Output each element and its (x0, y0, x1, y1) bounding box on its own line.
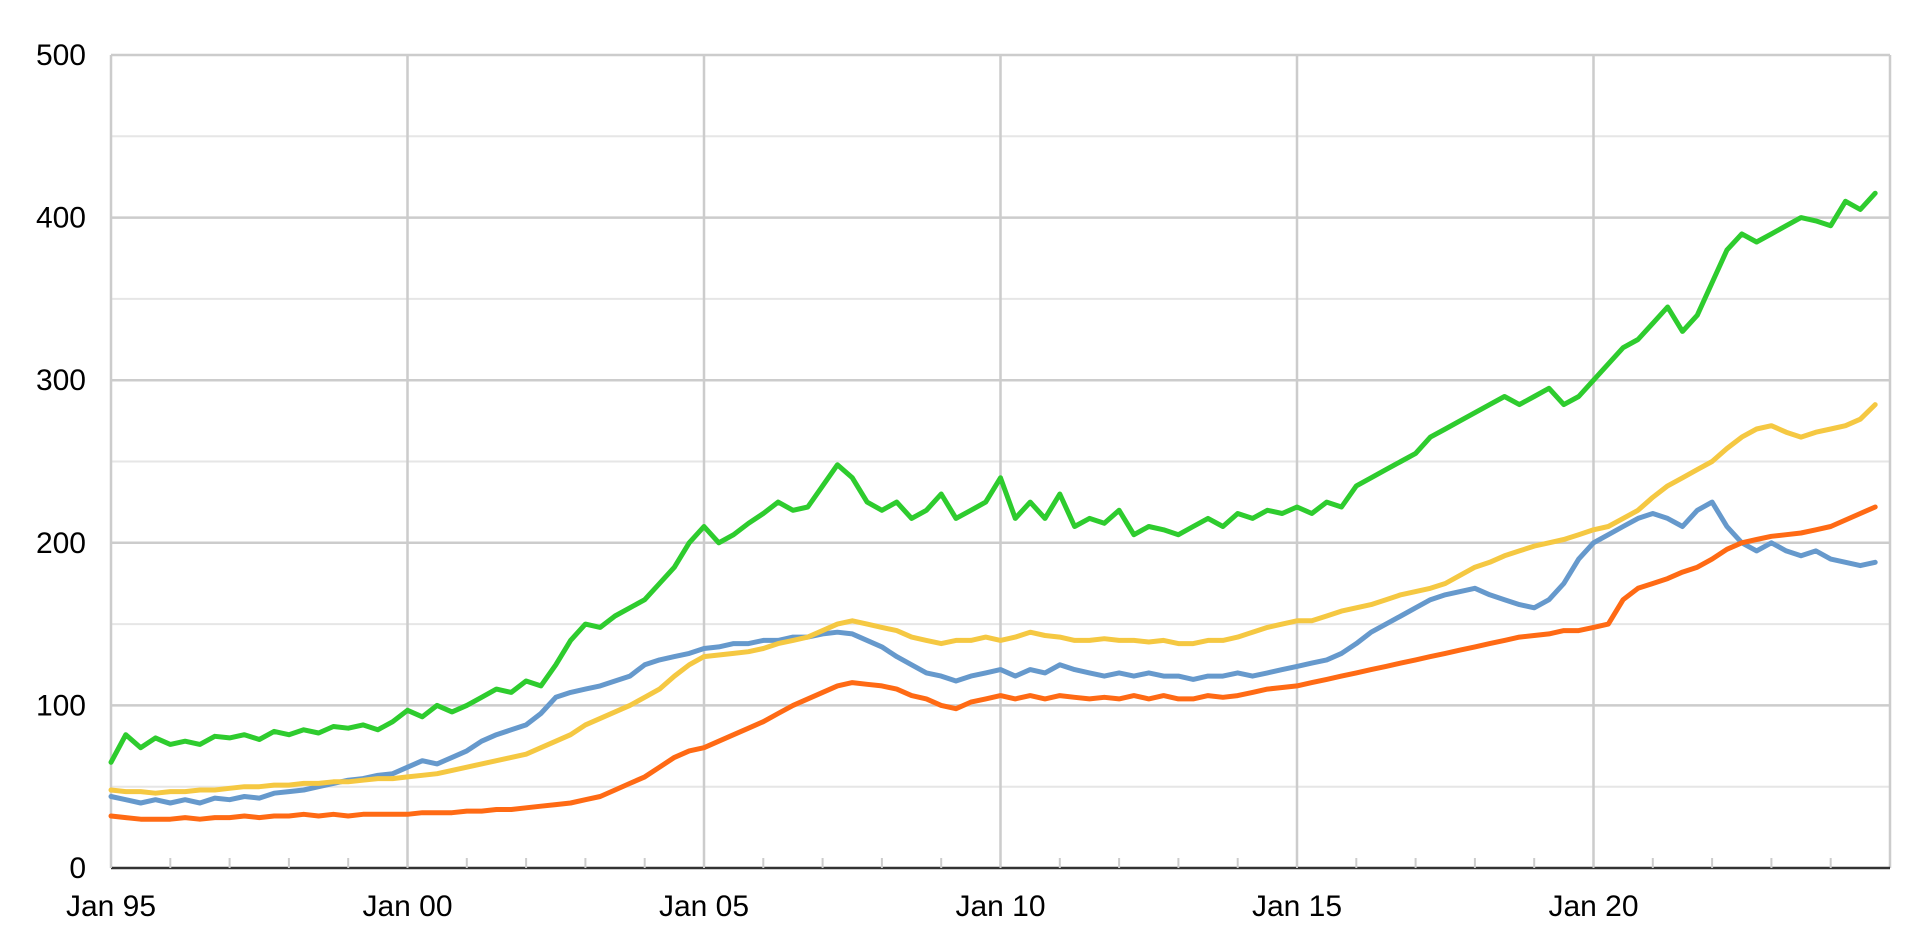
y-tick-label: 0 (69, 852, 86, 885)
x-tick-label: Jan 15 (1252, 890, 1342, 923)
y-tick-label: 300 (36, 364, 86, 397)
x-tick-label: Jan 00 (362, 890, 452, 923)
y-tick-label: 200 (36, 527, 86, 560)
grid (109, 53, 1892, 868)
x-tick-label: Jan 20 (1548, 890, 1638, 923)
series-line-2 (108, 499, 1878, 806)
axes: 0 100 200 300 400 500 Jan 95 Jan 00 Jan 05 Jan 10… (36, 39, 1890, 923)
series-lines (108, 190, 1878, 822)
series-line-1 (108, 190, 1878, 765)
y-tick-label: 500 (36, 39, 86, 72)
series-line-4 (108, 504, 1878, 822)
x-tick-label: Jan 05 (659, 890, 749, 923)
y-tick-label: 400 (36, 202, 86, 235)
x-tick-label: Jan 95 (66, 890, 156, 923)
y-tick-label: 100 (36, 689, 86, 722)
x-tick-label: Jan 10 (955, 890, 1045, 923)
series-line-3 (108, 402, 1878, 796)
